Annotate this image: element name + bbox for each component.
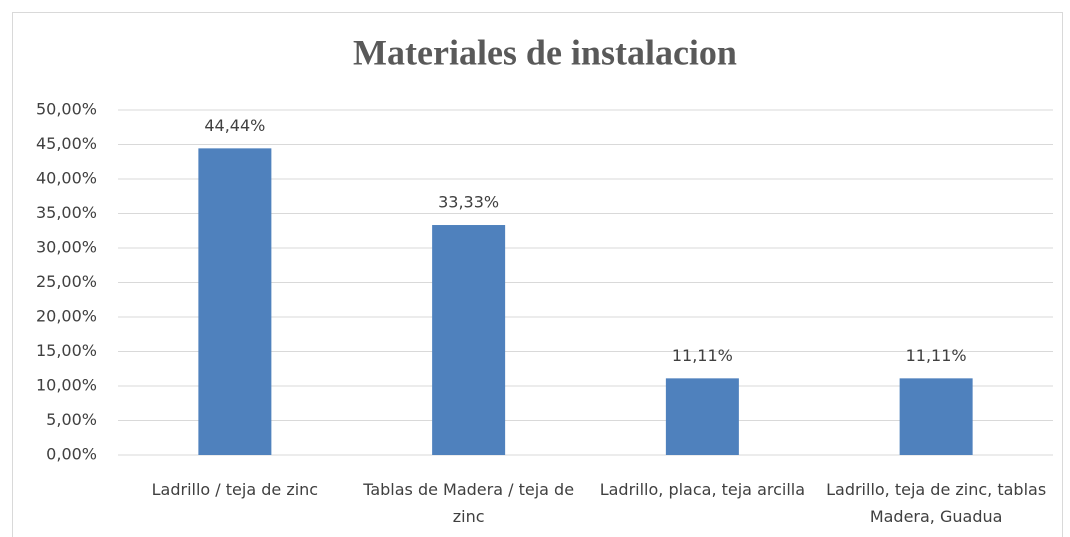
bar bbox=[899, 378, 973, 455]
data-label: 44,44% bbox=[204, 116, 265, 135]
x-tick-label: Ladrillo, placa, teja arcilla bbox=[600, 480, 805, 499]
x-tick-label: Ladrillo, teja de zinc, tablas Madera, Gu… bbox=[826, 480, 1046, 526]
y-tick-label: 45,00% bbox=[36, 134, 97, 153]
y-tick-label: 25,00% bbox=[36, 272, 97, 291]
x-tick-label: Ladrillo / teja de zinc bbox=[152, 480, 318, 499]
chart-title: Materiales de instalacion bbox=[353, 32, 737, 72]
data-label: 11,11% bbox=[906, 346, 967, 365]
y-tick-label: 30,00% bbox=[36, 238, 97, 257]
x-tick-label: Tablas de Madera / teja de zinc bbox=[362, 480, 574, 526]
y-tick-label: 20,00% bbox=[36, 307, 97, 326]
y-tick-label: 50,00% bbox=[36, 100, 97, 119]
y-tick-label: 5,00% bbox=[46, 410, 97, 429]
bar bbox=[432, 225, 506, 455]
y-tick-label: 10,00% bbox=[36, 376, 97, 395]
bar bbox=[198, 148, 272, 455]
y-tick-label: 40,00% bbox=[36, 169, 97, 188]
y-tick-label: 0,00% bbox=[46, 445, 97, 464]
bar bbox=[665, 378, 739, 455]
data-label: 11,11% bbox=[672, 346, 733, 365]
chart-border bbox=[12, 12, 1063, 537]
data-label: 33,33% bbox=[438, 193, 499, 212]
y-tick-label: 35,00% bbox=[36, 203, 97, 222]
y-tick-label: 15,00% bbox=[36, 341, 97, 360]
